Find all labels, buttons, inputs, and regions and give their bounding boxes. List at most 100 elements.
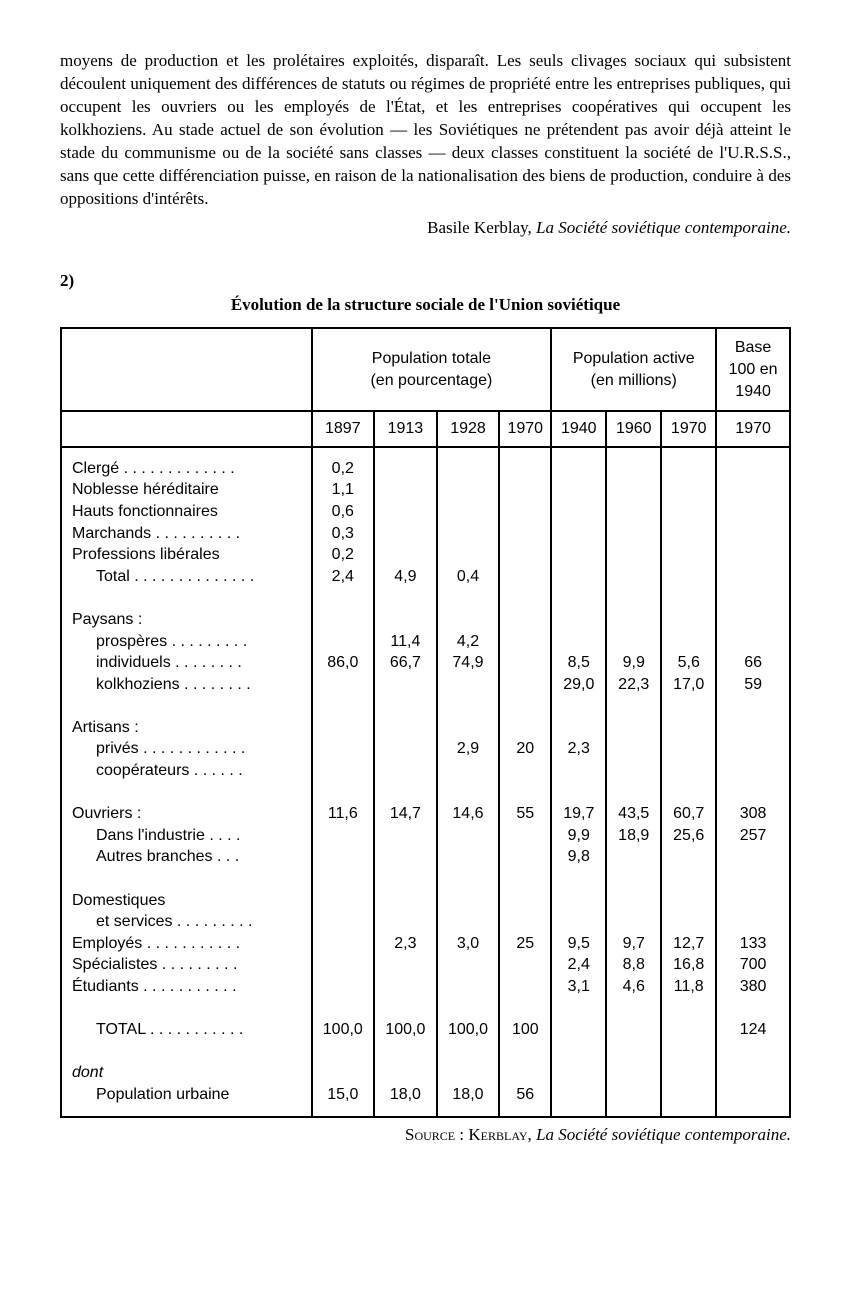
cell-value: 18,0 [390, 1084, 421, 1106]
cell-value [341, 954, 345, 976]
cell-value: 55 [516, 803, 534, 825]
cell-value: 9,5 [568, 933, 590, 955]
header-row-years: 1897 1913 1928 1970 1940 1960 1970 1970 [61, 411, 790, 447]
cell-value [686, 544, 690, 566]
cell-value: 16,8 [673, 954, 704, 976]
cell-value [686, 1062, 690, 1084]
section-number: 2) [60, 270, 791, 293]
cell-value [341, 738, 345, 760]
cell-value [632, 609, 636, 631]
cell-value: 124 [740, 1019, 767, 1041]
row-label: TOTAL . . . . . . . . . . . [72, 1019, 305, 1041]
cell-value: 5,6 [678, 652, 700, 674]
header-row-groups: Population totale (en pourcentage) Popul… [61, 328, 790, 411]
row-label: prospères . . . . . . . . . [72, 631, 305, 653]
cell-value: 3,1 [568, 976, 590, 998]
cell-value: 0,6 [332, 501, 354, 523]
cell-value [686, 760, 690, 782]
cell-value: 17,0 [673, 674, 704, 696]
cell-value [523, 544, 527, 566]
cell-value [577, 760, 581, 782]
cell-value: 12,7 [673, 933, 704, 955]
cell-value [403, 1062, 407, 1084]
cell-value: 4,9 [394, 566, 416, 588]
cell-value: 66 [744, 652, 762, 674]
cell-value: 14,6 [452, 803, 483, 825]
cell-value [577, 523, 581, 545]
row-label: Domestiques [72, 890, 305, 912]
cell-value [466, 523, 470, 545]
cell-value: 15,0 [327, 1084, 358, 1106]
cell-value [403, 609, 407, 631]
cell-value [466, 717, 470, 739]
header-year-blank [61, 411, 312, 447]
cell-value [523, 609, 527, 631]
row-label: Artisans : [72, 717, 305, 739]
cell-value [577, 544, 581, 566]
header-year-5: 1960 [606, 411, 661, 447]
cell-value [686, 890, 690, 912]
cell-value: 2,9 [457, 738, 479, 760]
header-year-3: 1970 [499, 411, 551, 447]
cell-value [523, 911, 527, 933]
cell-value [577, 631, 581, 653]
cell-value [751, 566, 755, 588]
cell-value [523, 954, 527, 976]
cell-value [686, 911, 690, 933]
cell-value [751, 458, 755, 480]
attribution: Basile Kerblay, La Société soviétique co… [60, 217, 791, 240]
cell-value [403, 911, 407, 933]
data-col-1: 4,9 11,466,7 14,7 2,3 100,0 18,0 [374, 447, 437, 1117]
cell-value [403, 523, 407, 545]
cell-value [341, 609, 345, 631]
cell-value [686, 523, 690, 545]
source-title: La Société soviétique contemporaine. [536, 1125, 791, 1144]
header-year-2: 1928 [437, 411, 500, 447]
cell-value [632, 458, 636, 480]
cell-value: 8,8 [623, 954, 645, 976]
cell-value [686, 479, 690, 501]
cell-value: 66,7 [390, 652, 421, 674]
cell-value [341, 976, 345, 998]
cell-value: 9,8 [568, 846, 590, 868]
cell-value [577, 458, 581, 480]
cell-value [466, 976, 470, 998]
header-base100: Base 100 en 1940 [716, 328, 790, 411]
cell-value [403, 825, 407, 847]
row-label: privés . . . . . . . . . . . . [72, 738, 305, 760]
cell-value [403, 890, 407, 912]
cell-value [751, 544, 755, 566]
cell-value [403, 717, 407, 739]
cell-value: 8,5 [568, 652, 590, 674]
cell-value [403, 674, 407, 696]
cell-value: 22,3 [618, 674, 649, 696]
cell-value: 9,9 [568, 825, 590, 847]
cell-value [632, 501, 636, 523]
header-year-4: 1940 [551, 411, 606, 447]
cell-value [751, 717, 755, 739]
cell-value [403, 954, 407, 976]
row-label: Professions libérales [72, 544, 305, 566]
cell-value [686, 631, 690, 653]
data-col-0: 0,21,10,60,30,22,4 86,0 11,6 100,0 15,0 [312, 447, 375, 1117]
cell-value: 100,0 [448, 1019, 488, 1041]
cell-value: 11,6 [328, 803, 358, 825]
cell-value: 2,3 [394, 933, 416, 955]
cell-value [466, 760, 470, 782]
cell-value [632, 1062, 636, 1084]
cell-value [403, 479, 407, 501]
cell-value [632, 479, 636, 501]
header-year-0: 1897 [312, 411, 375, 447]
cell-value: 133 [740, 933, 767, 955]
cell-value: 0,4 [457, 566, 479, 588]
cell-value [632, 846, 636, 868]
cell-value: 59 [744, 674, 762, 696]
cell-value [341, 890, 345, 912]
table-row: Clergé . . . . . . . . . . . . .Noblesse… [61, 447, 790, 1117]
cell-value: 25 [516, 933, 534, 955]
cell-value [466, 890, 470, 912]
cell-value [632, 760, 636, 782]
data-col-2: 0,4 4,274,9 2,9 14,6 3,0 100,0 18,0 [437, 447, 500, 1117]
attribution-author: Basile Kerblay, [427, 218, 532, 237]
cell-value: 4,2 [457, 631, 479, 653]
